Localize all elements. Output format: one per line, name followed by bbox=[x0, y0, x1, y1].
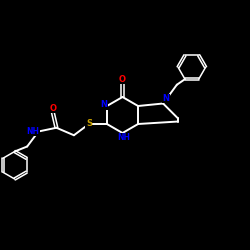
Text: S: S bbox=[86, 120, 92, 128]
Text: NH: NH bbox=[26, 127, 40, 136]
Text: O: O bbox=[119, 74, 126, 84]
Text: O: O bbox=[49, 104, 56, 113]
Text: N: N bbox=[100, 100, 107, 109]
Text: NH: NH bbox=[117, 133, 130, 142]
Text: N: N bbox=[162, 94, 169, 103]
